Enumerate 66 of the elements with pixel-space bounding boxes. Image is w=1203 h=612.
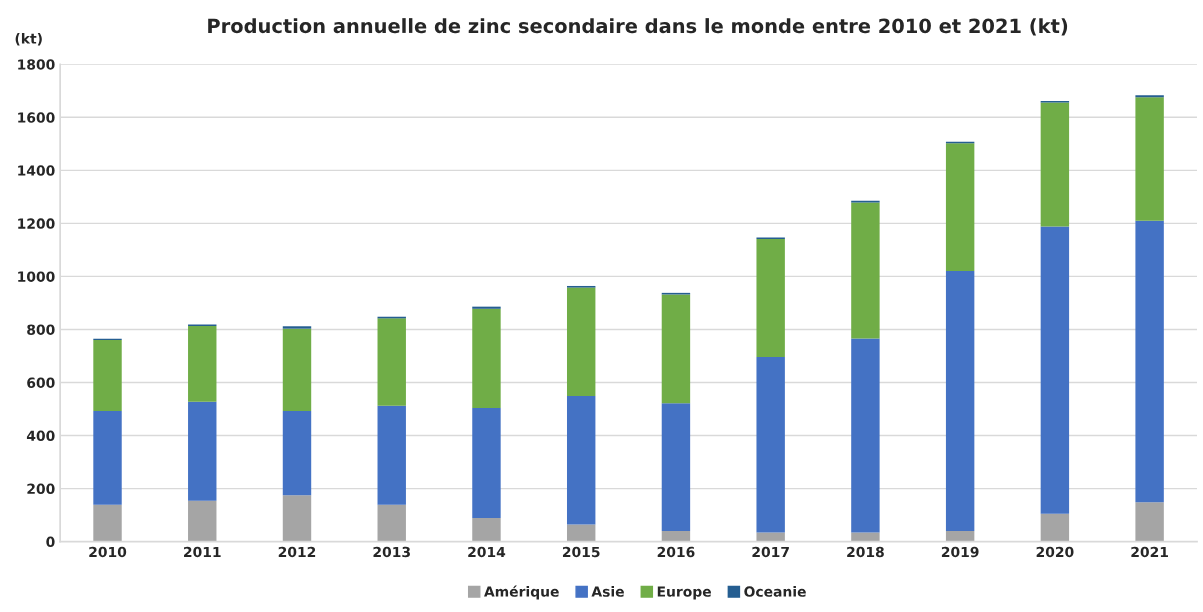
y-tick-label: 600	[27, 377, 55, 388]
x-tick-label: 2019	[941, 546, 979, 558]
bar	[472, 407, 501, 519]
y-tick-label: 1400	[18, 165, 55, 176]
bar	[1040, 226, 1070, 514]
bar	[566, 287, 596, 397]
bar	[472, 518, 501, 542]
bar	[566, 524, 596, 542]
bar	[756, 357, 785, 533]
bar	[945, 271, 975, 532]
x-tick-label: 2010	[89, 546, 127, 558]
legend-label: Oceanie	[744, 586, 806, 597]
y-tick-label: 1000	[18, 271, 55, 282]
bar	[1040, 513, 1070, 542]
bar	[472, 306, 501, 309]
bar	[851, 532, 880, 542]
y-tick-label: 0	[46, 536, 55, 548]
bar	[945, 143, 975, 272]
bar	[1040, 102, 1070, 227]
y-tick-label: 1800	[18, 59, 55, 70]
bar	[188, 326, 217, 402]
bar	[566, 396, 596, 525]
legend-label: Europe	[657, 586, 711, 600]
bar	[472, 308, 501, 408]
bar	[282, 495, 312, 542]
y-axis-title: (kt)	[15, 33, 42, 46]
legend-label: Asie	[591, 586, 624, 597]
bar	[851, 338, 880, 533]
x-tick-label: 2012	[278, 546, 316, 558]
chart-title: Production annuelle de zinc secondaire dans le monde entre 2010 et 2021 (kt)	[208, 18, 1068, 36]
bar	[661, 294, 691, 404]
bar	[756, 532, 785, 542]
bar	[945, 531, 975, 542]
x-tick-label: 2021	[1131, 546, 1168, 558]
x-tick-label: 2017	[752, 546, 789, 558]
y-tick-label: 200	[27, 483, 55, 495]
y-tick-label: 800	[27, 324, 55, 335]
bar	[377, 318, 406, 406]
bar	[188, 500, 217, 542]
bar	[93, 410, 122, 505]
bar	[377, 405, 406, 505]
x-tick-label: 2015	[562, 546, 600, 558]
bar	[1135, 220, 1164, 503]
bar	[1135, 502, 1164, 542]
y-tick-label: 400	[26, 430, 55, 442]
x-tick-label: 2014	[468, 546, 506, 558]
x-tick-label: 2020	[1036, 546, 1074, 558]
bar	[282, 328, 312, 411]
legend-label: Amérique	[484, 585, 559, 600]
y-tick-label: 1600	[18, 112, 55, 123]
x-tick-label: 2016	[657, 546, 695, 558]
bar	[282, 326, 312, 329]
x-tick-label: 2011	[184, 546, 221, 558]
bar	[851, 202, 880, 339]
x-tick-label: 2018	[847, 546, 884, 558]
bar	[1135, 97, 1164, 221]
x-tick-label: 2013	[373, 546, 410, 558]
bar	[188, 401, 217, 501]
bar	[377, 504, 406, 542]
bar	[661, 403, 691, 532]
bar	[661, 531, 691, 542]
bar	[282, 410, 312, 496]
bar	[756, 239, 785, 358]
bar	[93, 340, 122, 411]
y-tick-label: 1200	[18, 218, 55, 229]
bar	[93, 504, 122, 542]
